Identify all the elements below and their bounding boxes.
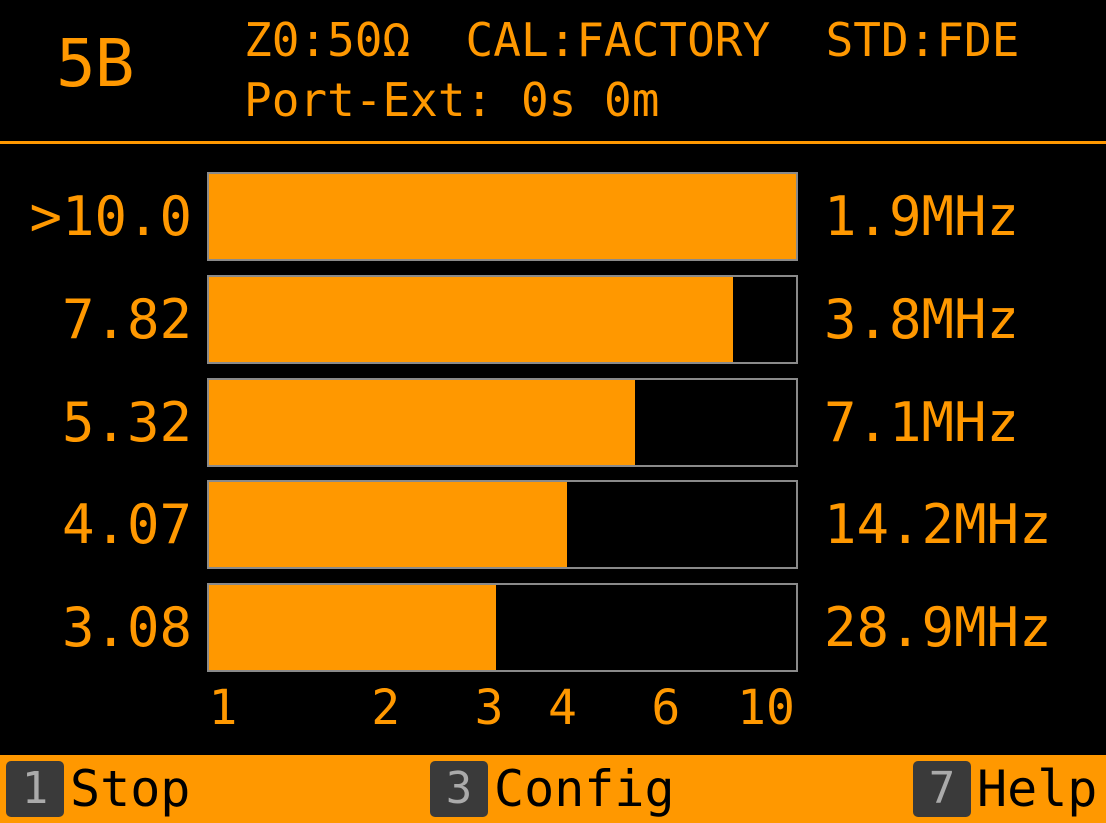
help-label: Help (977, 760, 1098, 818)
scale-tick-label: 10 (737, 680, 795, 736)
stop-button[interactable]: 1 Stop (6, 761, 190, 817)
frequency-label: 3.8MHz (824, 288, 1020, 351)
swr-bar-fill (209, 380, 636, 465)
scale-tick-label: 2 (371, 680, 401, 736)
scale-tick-label: 1 (208, 680, 238, 736)
config-button[interactable]: 3 Config (430, 761, 675, 817)
frequency-label: 7.1MHz (824, 391, 1020, 454)
key-3-icon: 3 (430, 761, 488, 817)
scale-tick-label: 3 (474, 680, 504, 736)
band-row-1: >10.0 1.9MHz (0, 172, 1106, 262)
swr-value: >10.0 (29, 185, 192, 248)
swr-bar-fill (209, 585, 496, 670)
key-7-icon: 7 (913, 761, 971, 817)
swr-bar (207, 480, 798, 569)
scale-tick-label: 4 (547, 680, 577, 736)
config-label: Config (494, 760, 675, 818)
key-1-icon: 1 (6, 761, 64, 817)
swr-bar-fill (209, 174, 796, 259)
scale-tick-label: 6 (651, 680, 681, 736)
status-header: 5B Z0:50Ω CAL:FACTORY STD:FDE Port-Ext: … (0, 0, 1106, 144)
stop-label: Stop (70, 760, 191, 818)
help-button[interactable]: 7 Help (913, 761, 1097, 817)
header-divider (0, 141, 1106, 144)
config-status-line: Z0:50Ω CAL:FACTORY STD:FDE (244, 13, 1020, 67)
frequency-label: 1.9MHz (824, 185, 1020, 248)
frequency-label: 28.9MHz (824, 596, 1052, 659)
band-row-5: 3.08 28.9MHz (0, 583, 1106, 673)
swr-bar (207, 275, 798, 364)
swr-bar (207, 378, 798, 467)
frequency-label: 14.2MHz (824, 493, 1052, 556)
port-extension-line: Port-Ext: 0s 0m (244, 73, 660, 127)
swr-value: 5.32 (61, 391, 192, 454)
softkey-bar: 1 Stop 3 Config 7 Help (0, 755, 1106, 823)
swr-value: 4.07 (61, 493, 192, 556)
swr-bar (207, 583, 798, 672)
swr-value: 7.82 (61, 288, 192, 351)
swr-bar (207, 172, 798, 261)
band-row-3: 5.32 7.1MHz (0, 378, 1106, 468)
swr-bar-fill (209, 482, 567, 567)
band-row-2: 7.82 3.8MHz (0, 275, 1106, 365)
swr-bar-fill (209, 277, 734, 362)
mode-indicator: 5B (56, 25, 134, 102)
band-row-4: 4.07 14.2MHz (0, 480, 1106, 570)
swr-value: 3.08 (61, 596, 192, 659)
swr-scale: 1 2 3 4 6 10 (0, 680, 1106, 740)
